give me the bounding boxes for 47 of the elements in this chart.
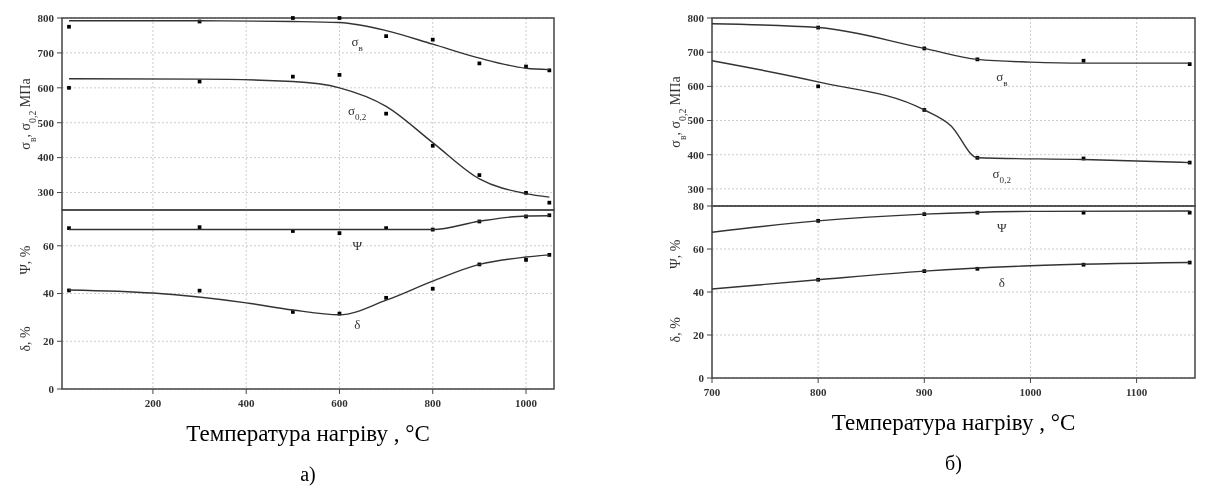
y-tick-label: 20 [43,335,55,348]
y-tick-label: 500 [37,116,55,129]
y-tick-label: 60 [43,239,55,252]
x-tick-label: 1000 [515,397,538,409]
series-label: δ [354,317,361,333]
x-axis-title: Температура нагріву , °C [186,421,430,446]
y-tick-label: 600 [37,81,55,94]
series-label: σ$_{0,2}$ [348,102,367,122]
x-tick-label: 600 [331,397,349,409]
y-tick-label: 700 [37,46,55,59]
x-tick-label: 700 [703,386,721,398]
text: б) [945,452,962,475]
series-label: Ψ [997,220,1007,236]
text: а) [300,463,316,486]
y-tick-label: 40 [43,287,55,300]
series-label: σ$_{0,2}$ [992,166,1012,186]
series-label: Ψ [352,237,363,253]
series-label: σ$_{в}$ [996,68,1008,88]
series-label: δ [998,275,1005,291]
y-tick-label: 0 [698,371,705,384]
y-tick-label: 40 [693,285,705,298]
y-tick-label: 600 [687,80,705,93]
y-tick-label: 400 [687,148,705,161]
y-tick-label: 60 [693,242,705,255]
x-tick-label: 800 [424,397,442,409]
x-axis-title: Температура нагріву , °C [831,410,1076,435]
y-axis-title: δ, % [18,325,33,352]
x-tick-label: 400 [237,397,255,409]
text: Ψ, % [18,245,33,275]
x-tick-label: 200 [144,397,162,409]
x-tick-label: 1100 [1125,386,1148,398]
x-tick-label: 900 [916,386,934,398]
y-tick-label: 800 [37,11,55,24]
y-tick-label: 20 [693,328,705,341]
y-tick-label: 400 [37,151,55,164]
x-tick-label: 1000 [1019,386,1042,398]
y-tick-label: 80 [693,199,705,212]
y-tick-label: 800 [687,11,705,24]
y-tick-label: 500 [687,114,705,127]
series-label: σ$_{в}$ [351,33,363,53]
y-axis-title: δ, % [668,316,683,343]
y-tick-label: 300 [37,186,55,199]
y-tick-label: 700 [687,46,705,59]
y-tick-label: 300 [687,182,705,195]
y-tick-label: 0 [48,382,55,395]
x-tick-label: 800 [809,386,827,398]
text: Ψ, % [668,239,683,269]
